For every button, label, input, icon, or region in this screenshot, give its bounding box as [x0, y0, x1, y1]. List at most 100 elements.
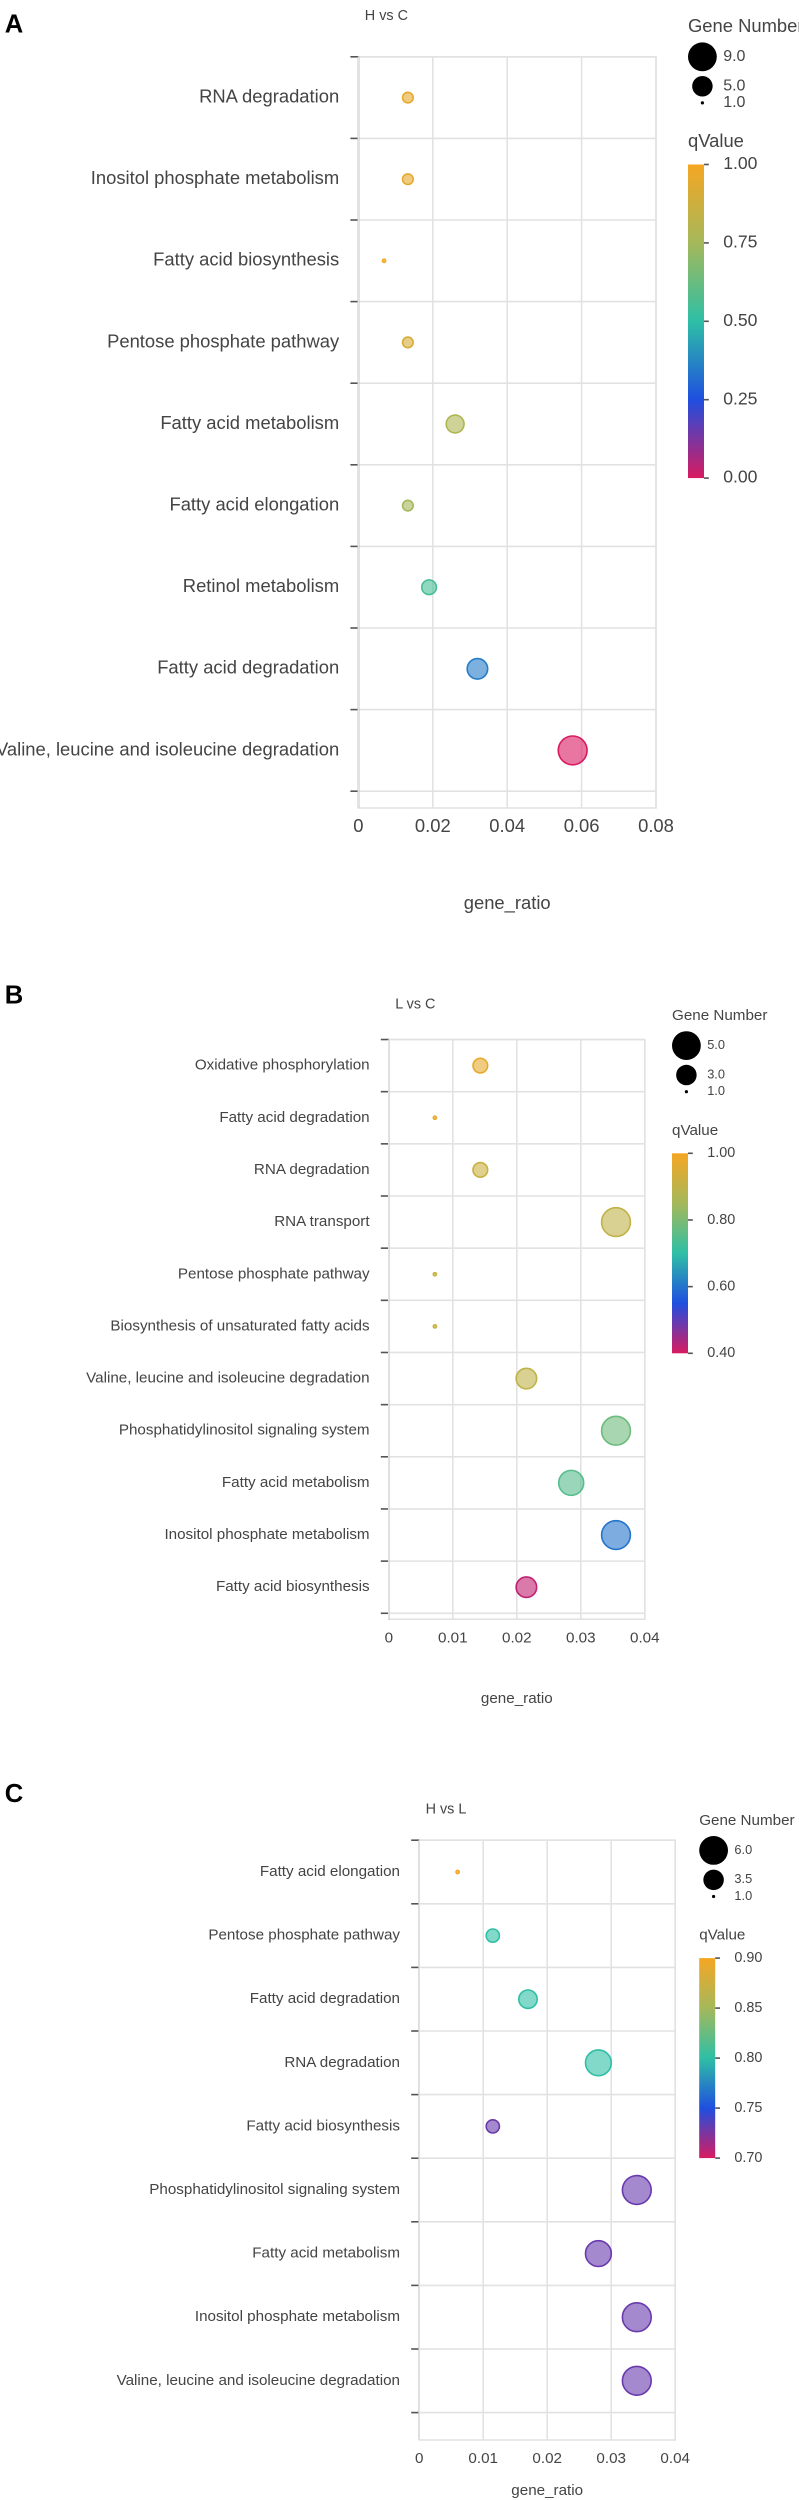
x-tick-label: 0.08	[638, 815, 674, 836]
x-tick-label: 0	[385, 1629, 393, 1646]
color-tick-label: 0.90	[734, 1950, 762, 1966]
bubble	[584, 2049, 613, 2077]
bubble	[485, 2119, 501, 2134]
bubble	[472, 1161, 489, 1179]
x-tick-label: 0.02	[502, 1629, 532, 1646]
bubble	[600, 1415, 632, 1446]
bubble	[401, 91, 414, 104]
x-axis-label: gene_ratio	[511, 2482, 583, 2499]
x-axis-label: gene_ratio	[464, 892, 551, 914]
x-tick-label: 0.01	[438, 1629, 468, 1646]
y-tick-label: Fatty acid biosynthesis	[216, 1578, 370, 1595]
x-tick-label: 0.02	[415, 815, 451, 836]
y-tick-label: RNA transport	[274, 1213, 370, 1230]
legend-title: Gene Number	[672, 1007, 767, 1024]
color-tick-label: 0.50	[723, 310, 757, 330]
x-tick-label: 0	[415, 2450, 423, 2467]
x-tick-label: 0.04	[630, 1629, 660, 1646]
color-bar	[699, 1958, 716, 2159]
y-tick-label: Inositol phosphate metabolism	[91, 167, 339, 188]
panel: C H vs L 0 0.01 0.02 0.03 0.04 gene_ratio Fatty …	[5, 1780, 795, 2499]
color-tick-label: 0.70	[734, 2150, 762, 2166]
color-tick-label: 0.85	[734, 2000, 762, 2016]
panel: A H vs C 0 0.02 0.04 0.06 0.08 gene_ratio RNA de…	[0, 8, 799, 914]
color-tick-label: 0.80	[707, 1212, 735, 1228]
bubble	[401, 173, 414, 186]
bubble	[621, 2302, 653, 2333]
bubble	[557, 1469, 585, 1497]
legend-bubble	[703, 1869, 724, 1891]
color-tick-label: 0.40	[707, 1345, 735, 1361]
legend-label: 1.0	[723, 94, 745, 111]
legend-bubble	[699, 1836, 728, 1865]
chart-title: L vs C	[395, 997, 435, 1013]
y-tick-label: RNA degradation	[284, 2054, 400, 2071]
bubble	[420, 579, 438, 596]
color-tick-label: 0.75	[723, 232, 757, 252]
y-tick-label: Fatty acid degradation	[219, 1109, 369, 1126]
bubble	[584, 2239, 613, 2268]
color-tick-label: 0.80	[734, 2050, 762, 2066]
bubble	[600, 1519, 632, 1551]
y-tick-label: Fatty acid elongation	[260, 1863, 400, 1880]
legend-title: qValue	[699, 1927, 745, 1944]
y-tick-label: Fatty acid degradation	[250, 1990, 400, 2007]
bubble	[621, 2365, 653, 2396]
y-tick-label: Fatty acid metabolism	[160, 412, 339, 433]
bubble	[518, 1989, 538, 2010]
y-tick-label: Valine, leucine and isoleucine degradati…	[0, 738, 339, 759]
bubble	[472, 1057, 489, 1074]
bubble	[432, 1115, 438, 1121]
legend-bubble	[700, 101, 704, 105]
bubble	[445, 414, 465, 434]
legend-bubble	[676, 1064, 697, 1086]
panel-letter: B	[5, 982, 23, 1010]
x-axis-label: gene_ratio	[481, 1690, 553, 1707]
color-bar	[672, 1153, 688, 1354]
y-tick-label: Fatty acid biosynthesis	[246, 2117, 400, 2134]
y-tick-label: Pentose phosphate pathway	[208, 1927, 400, 1944]
color-bar	[688, 164, 704, 479]
bubble	[401, 499, 414, 512]
x-tick-label: 0.04	[489, 815, 525, 836]
y-tick-label: Fatty acid metabolism	[252, 2245, 400, 2262]
y-tick-label: Fatty acid elongation	[169, 493, 339, 514]
panel-letter: C	[5, 1780, 23, 1808]
x-tick-label: 0.03	[566, 1629, 596, 1646]
y-tick-label: RNA degradation	[254, 1161, 370, 1178]
x-tick-label: 0	[353, 815, 363, 836]
panel-letter: A	[5, 10, 23, 38]
y-tick-label: Fatty acid degradation	[157, 657, 339, 678]
bubble	[557, 735, 588, 766]
x-tick-label: 0.02	[532, 2450, 562, 2467]
bubble	[515, 1576, 538, 1599]
y-tick-label: Phosphatidylinositol signaling system	[149, 2181, 400, 2198]
legend-title: qValue	[672, 1122, 718, 1139]
bubble	[600, 1206, 632, 1238]
y-tick-label: RNA degradation	[199, 85, 339, 106]
x-tick-label: 0.06	[564, 815, 600, 836]
bubble	[432, 1271, 438, 1277]
legend-bubble	[712, 1894, 716, 1899]
color-tick-label: 0.25	[723, 388, 757, 408]
legend-bubble	[692, 76, 713, 97]
x-tick-label: 0.03	[596, 2450, 626, 2467]
y-tick-label: Phosphatidylinositol signaling system	[119, 1422, 370, 1439]
chart-title: H vs C	[365, 8, 408, 24]
y-tick-label: Oxidative phosphorylation	[195, 1057, 370, 1074]
y-tick-label: Pentose phosphate pathway	[178, 1265, 370, 1282]
color-tick-label: 0.00	[723, 467, 757, 487]
legend-label: 6.0	[734, 1842, 752, 1857]
bubble	[381, 258, 387, 264]
x-tick-label: 0.04	[660, 2450, 690, 2467]
color-tick-label: 1.00	[707, 1145, 735, 1161]
legend-bubble	[684, 1090, 688, 1094]
color-tick-label: 0.60	[707, 1278, 735, 1294]
legend-bubble	[672, 1031, 701, 1060]
bubble	[432, 1324, 438, 1329]
y-tick-label: Inositol phosphate metabolism	[195, 2308, 400, 2325]
x-tick-label: 0.01	[468, 2450, 498, 2467]
legend-label: 9.0	[723, 48, 745, 65]
legend-title: Gene Number	[699, 1812, 794, 1829]
y-tick-label: Valine, leucine and isoleucine degradati…	[86, 1370, 369, 1387]
